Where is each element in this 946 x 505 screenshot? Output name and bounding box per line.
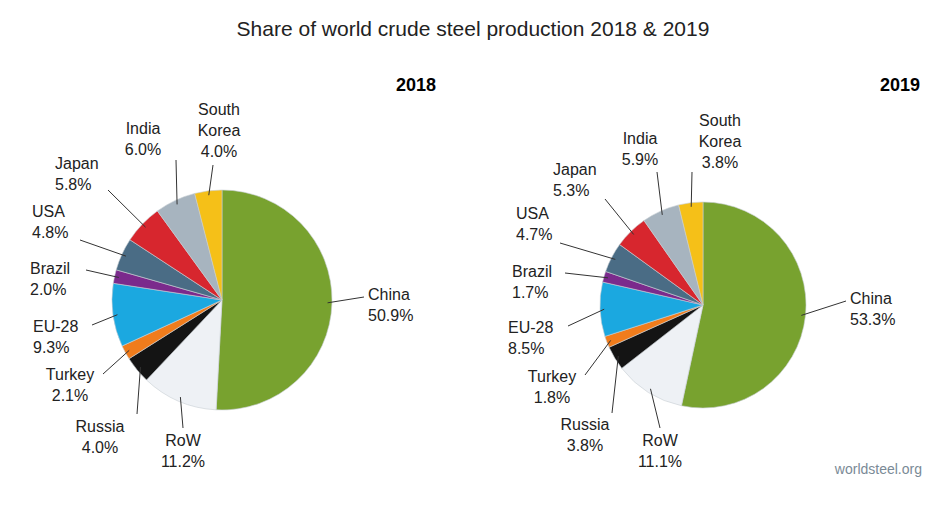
chart-root: Share of world crude steel production 20… (0, 0, 946, 505)
chart-title: 2019 (880, 75, 920, 95)
chart-title: 2018 (396, 75, 436, 95)
leader-line (565, 273, 608, 278)
value-label: 4.0% (82, 439, 118, 456)
category-label: China (850, 290, 892, 307)
leader-line (657, 172, 662, 215)
leader-line (605, 199, 634, 234)
category-label: SouthKorea (198, 101, 241, 139)
category-label: Brazil (512, 263, 552, 280)
value-label: 4.0% (201, 143, 237, 160)
value-label: 4.8% (32, 224, 68, 241)
value-label: 5.9% (622, 151, 658, 168)
category-label: SouthKorea (699, 112, 742, 150)
value-label: 1.7% (512, 284, 548, 301)
main-title: Share of world crude steel production 20… (237, 17, 710, 40)
value-label: 1.8% (534, 389, 570, 406)
category-label: USA (32, 203, 65, 220)
value-label: 8.5% (508, 340, 544, 357)
value-label: 4.7% (516, 226, 552, 243)
category-label: Turkey (46, 366, 94, 383)
leader-line (650, 389, 660, 428)
category-label: RoW (165, 432, 201, 449)
leader-line (80, 240, 126, 256)
leader-line (568, 309, 604, 326)
leader-line (180, 397, 183, 428)
leader-line (801, 301, 846, 315)
category-label: India (623, 130, 658, 147)
category-label: RoW (642, 432, 678, 449)
category-label: India (126, 120, 161, 137)
leader-line (92, 315, 117, 325)
value-label: 5.3% (553, 182, 589, 199)
leader-line (612, 356, 618, 413)
category-label: Japan (55, 155, 99, 172)
leader-line (108, 190, 146, 227)
leader-line (209, 165, 213, 195)
pie-slice (216, 190, 332, 410)
value-label: 11.2% (161, 453, 205, 470)
labels: China 53.3% RoW 11.1% Russia 3.8% Turkey 1.8% EU… (508, 112, 895, 470)
leader-line (137, 367, 140, 414)
category-label: China (368, 286, 410, 303)
leader-line (585, 340, 611, 375)
category-label: Turkey (528, 368, 576, 385)
labels: China 50.9% RoW 11.2% Russia 4.0% Turkey 2.1% EU… (30, 101, 413, 470)
category-label: Russia (76, 418, 125, 435)
category-label: EU-28 (33, 318, 78, 335)
value-label: 2.1% (52, 387, 88, 404)
pie-chart: 2019 China 53.3% RoW 11.1% Russia 3.8% Turkey 1.… (508, 75, 920, 470)
value-label: 6.0% (125, 141, 161, 158)
value-label: 3.8% (702, 154, 738, 171)
slices (112, 190, 332, 410)
pie-slice (195, 190, 222, 300)
category-label: Japan (553, 161, 597, 178)
category-label: EU-28 (508, 319, 553, 336)
category-label: USA (516, 205, 549, 222)
category-label: Brazil (30, 260, 70, 277)
leader-line (103, 350, 129, 374)
leader-line (176, 160, 177, 204)
value-label: 3.8% (567, 437, 603, 454)
value-label: 5.8% (55, 176, 91, 193)
leader-line (691, 172, 693, 207)
value-label: 53.3% (850, 311, 895, 328)
pie-chart: 2018 China 50.9% RoW 11.2% Russia 4.0% Turkey 2.… (30, 75, 436, 470)
value-label: 9.3% (33, 339, 69, 356)
slices (600, 202, 806, 408)
value-label: 50.9% (368, 307, 413, 324)
value-label: 2.0% (30, 281, 66, 298)
leader-line (560, 243, 615, 259)
leader-line (86, 270, 119, 277)
pie-slice (679, 202, 703, 305)
leader-line (328, 297, 364, 303)
category-label: Russia (561, 416, 610, 433)
value-label: 11.1% (638, 453, 682, 470)
source-note: worldsteel.org (834, 461, 922, 477)
